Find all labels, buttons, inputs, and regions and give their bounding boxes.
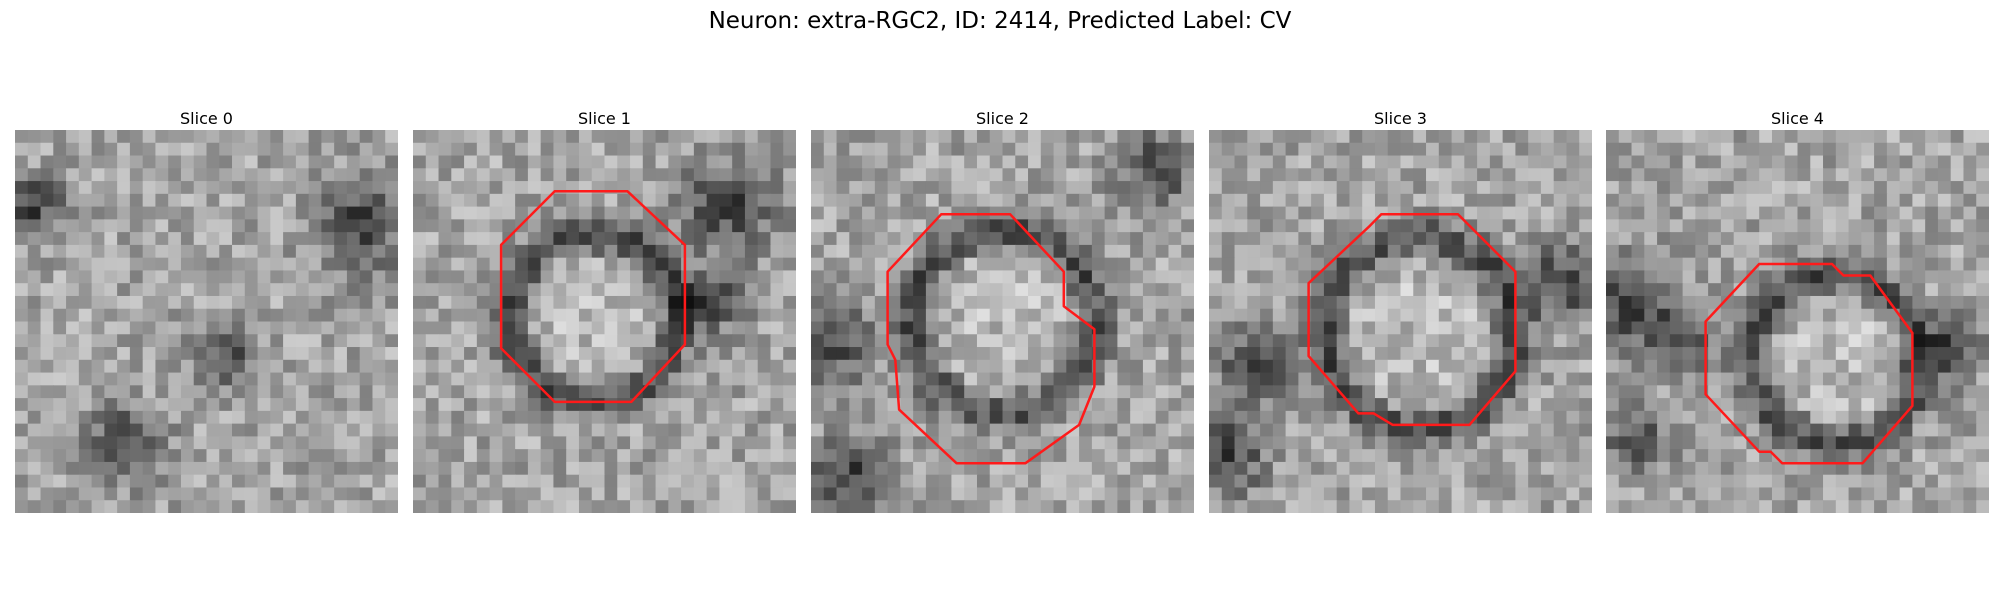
slice-title: Slice 4 [1771,109,1824,128]
slice-panel: Slice 2 [811,108,1194,513]
em-pixel-grid [811,130,1194,513]
segmentation-contour [499,190,687,404]
slice-title: Slice 3 [1374,109,1427,128]
em-pixel-grid [413,130,796,513]
slice-image [811,130,1194,513]
slice-title: Slice 0 [180,109,233,128]
slice-title: Slice 1 [578,109,631,128]
slice-panel: Slice 0 [15,108,398,513]
segmentation-contour [1704,262,1914,465]
em-pixel-grid [1209,130,1592,513]
figure-title: Neuron: extra-RGC2, ID: 2414, Predicted … [708,8,1292,34]
slice-image [1606,130,1989,513]
slice-image [1209,130,1592,513]
slice-panel: Slice 1 [413,108,796,513]
slice-image [413,130,796,513]
segmentation-contour [886,213,1096,465]
slice-title: Slice 2 [976,109,1029,128]
slice-panel: Slice 4 [1606,108,1989,513]
slice-panel: Slice 3 [1209,108,1592,513]
em-pixel-grid [15,130,398,513]
em-pixel-grid [1606,130,1989,513]
segmentation-contour [1307,213,1517,427]
slice-image [15,130,398,513]
